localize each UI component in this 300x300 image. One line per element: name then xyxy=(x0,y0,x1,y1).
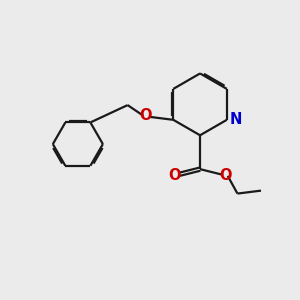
Text: O: O xyxy=(219,168,232,183)
Text: O: O xyxy=(169,168,181,183)
Text: O: O xyxy=(140,108,152,123)
Text: N: N xyxy=(229,112,242,127)
